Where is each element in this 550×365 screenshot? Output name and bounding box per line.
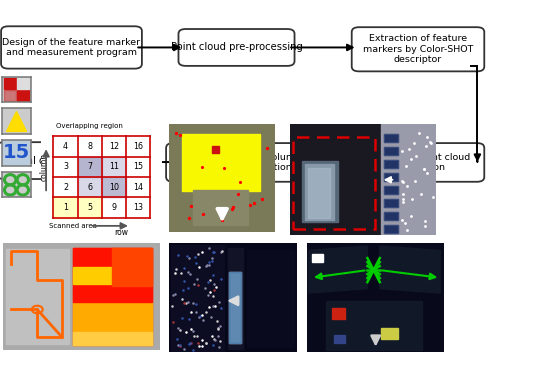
- Bar: [384, 186, 398, 194]
- Bar: [78, 157, 126, 197]
- Bar: [53, 197, 102, 218]
- Bar: [229, 272, 241, 343]
- Text: 3: 3: [63, 162, 68, 171]
- Bar: [305, 164, 334, 220]
- Text: Multi-row and multi-column
point cloud registration: Multi-row and multi-column point cloud r…: [172, 153, 301, 172]
- Polygon shape: [309, 246, 367, 293]
- Bar: [312, 254, 323, 262]
- Bar: [384, 225, 398, 233]
- Bar: [384, 160, 398, 168]
- Bar: [17, 78, 29, 89]
- Bar: [384, 147, 398, 155]
- Bar: [112, 248, 152, 286]
- Text: 13: 13: [133, 203, 143, 212]
- Bar: [4, 90, 16, 101]
- FancyBboxPatch shape: [352, 27, 484, 72]
- Bar: [384, 160, 398, 168]
- Bar: [334, 335, 345, 343]
- Text: 15: 15: [3, 143, 30, 162]
- Bar: [384, 134, 398, 142]
- Bar: [102, 177, 126, 197]
- Bar: [384, 173, 398, 181]
- Bar: [326, 301, 422, 350]
- Bar: [73, 248, 152, 345]
- Text: Point cloud pre-processing: Point cloud pre-processing: [170, 42, 302, 53]
- Bar: [170, 245, 224, 351]
- Text: 12: 12: [109, 142, 119, 151]
- Bar: [4, 78, 16, 89]
- Bar: [384, 147, 398, 155]
- FancyBboxPatch shape: [0, 142, 107, 179]
- Text: 15: 15: [133, 162, 143, 171]
- Bar: [293, 138, 375, 229]
- Text: Scanned area: Scanned area: [49, 223, 97, 229]
- Text: 7: 7: [87, 162, 92, 171]
- Text: Extraction of feature
markers by Color-SHOT
descriptor: Extraction of feature markers by Color-S…: [363, 34, 473, 64]
- Bar: [248, 250, 294, 347]
- Text: Two-frame point cloud
registration: Two-frame point cloud registration: [365, 153, 471, 172]
- Bar: [228, 248, 244, 349]
- Bar: [384, 199, 398, 207]
- Text: Overlapping region: Overlapping region: [56, 123, 123, 129]
- Text: 5: 5: [87, 203, 92, 212]
- Bar: [17, 90, 29, 101]
- Bar: [381, 124, 436, 235]
- FancyBboxPatch shape: [166, 143, 307, 182]
- Bar: [73, 332, 152, 345]
- Bar: [384, 199, 398, 207]
- Bar: [381, 328, 398, 339]
- FancyBboxPatch shape: [352, 143, 484, 182]
- Text: 9: 9: [111, 203, 117, 212]
- FancyBboxPatch shape: [178, 29, 295, 66]
- Text: 8: 8: [87, 142, 92, 151]
- Bar: [78, 157, 102, 177]
- Bar: [290, 124, 381, 235]
- Bar: [384, 186, 398, 194]
- Text: 1: 1: [63, 203, 68, 212]
- Bar: [73, 302, 152, 345]
- Bar: [384, 225, 398, 233]
- FancyBboxPatch shape: [1, 26, 142, 69]
- Bar: [308, 168, 330, 218]
- Bar: [384, 212, 398, 220]
- Bar: [192, 190, 248, 225]
- Text: Global optimization: Global optimization: [4, 155, 101, 166]
- Bar: [302, 161, 338, 222]
- Bar: [384, 173, 398, 181]
- Bar: [212, 146, 219, 153]
- Bar: [73, 248, 152, 302]
- Bar: [332, 308, 345, 319]
- Text: 6: 6: [87, 182, 92, 192]
- Text: 14: 14: [133, 182, 143, 192]
- Bar: [73, 268, 112, 284]
- Polygon shape: [7, 111, 26, 131]
- Bar: [229, 272, 241, 343]
- Bar: [384, 212, 398, 220]
- Text: 16: 16: [133, 142, 143, 151]
- Text: row: row: [114, 228, 128, 237]
- Text: 10: 10: [109, 182, 119, 192]
- Text: Design of the feature marker
and measurement program: Design of the feature marker and measure…: [2, 38, 141, 57]
- Text: column: column: [39, 153, 48, 181]
- Bar: [182, 134, 260, 191]
- Text: 2: 2: [63, 182, 68, 192]
- Text: 4: 4: [63, 142, 68, 151]
- Text: 11: 11: [109, 162, 119, 171]
- Bar: [384, 134, 398, 142]
- Bar: [6, 249, 69, 344]
- Polygon shape: [380, 246, 441, 293]
